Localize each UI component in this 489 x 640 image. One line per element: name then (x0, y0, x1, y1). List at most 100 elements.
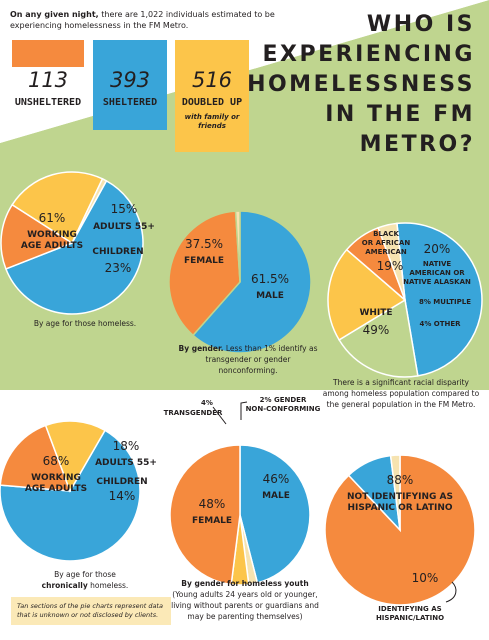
caption-chronic-bold: chronically (41, 581, 88, 590)
pie-3-slice-3 (327, 248, 407, 341)
pie-chart-3 (327, 222, 483, 378)
doubled-up-sub: with family or friends (184, 113, 240, 130)
pie-4-slice-2-name-label: ADULTS 55+ (95, 458, 157, 468)
pie-1-slice-1 (4, 179, 144, 315)
pie-4-slice-1 (0, 429, 141, 562)
tan-note: Tan sections of the pie charts represent… (11, 597, 171, 625)
pie-chart-2 (168, 210, 312, 354)
pie-4-slice-3-value-label: 14% (109, 489, 136, 503)
pie-6-hispanic-leader (445, 581, 457, 603)
intro-rest: there are 1,022 individuals estimated to… (10, 10, 275, 30)
pie-3-slice-4-label: 8% MULTIPLE (419, 298, 471, 306)
pie-5-slice-2 (169, 444, 241, 586)
pie-3-slice-3-value-label: 20% (424, 242, 451, 256)
pie-1-slice-1-name-label: AGE ADULTS (21, 241, 83, 251)
pie-5-slice-4-label-top: 2% GENDER (260, 396, 307, 404)
pie-3-slice-1-name-label: WHITE (359, 308, 392, 318)
pie-1-slice-2-value-label: 15% (111, 202, 138, 216)
caption-chronic-post: homeless. (90, 581, 129, 590)
pie-3-slice-3-name-label: NATIVE (423, 260, 452, 268)
pie-chart-5 (169, 444, 311, 586)
pie-1-slice-4 (71, 177, 108, 244)
pie-1-slice-1-value-label: 61% (39, 211, 66, 225)
pie-6-slice-3 (389, 454, 401, 531)
caption-youth-bold: By gender for homeless youth (181, 579, 309, 588)
pie-4-slice-3-name-label: CHILDREN (96, 477, 147, 487)
pie-3-slice-3-name-label: NATIVE ALASKAN (403, 278, 471, 286)
pie-chart-6 (324, 454, 476, 606)
unsheltered-value: 113 (27, 68, 69, 92)
pie-1-slice-2 (0, 203, 74, 270)
pie-3-slice-2-name-label: OR AFRICAN (362, 239, 411, 247)
pie-chart-4 (0, 420, 141, 562)
pie-3-slice-2-name-label: AMERICAN (365, 248, 407, 256)
sheltered-label: SHELTERED (102, 97, 158, 108)
pie-3-slice-1-value-label: 49% (363, 323, 390, 337)
pie-2-slice-3 (234, 210, 241, 283)
pie-4-slice-3 (44, 420, 107, 493)
pie-5-slice-2-value-label: 48% (199, 497, 226, 511)
pie-4-slice-1-name-label: AGE ADULTS (25, 484, 87, 494)
pie-1-slice-1-name-label: WORKING (27, 230, 77, 240)
unsheltered-box (12, 40, 84, 67)
pie-2-slice-1-value-label: 61.5% (251, 272, 289, 286)
pie-4-slice-1-name-label: WORKING (31, 473, 81, 483)
headline-line-5: METRO? (359, 132, 475, 157)
pie-3-slice-2 (338, 298, 419, 378)
pie-5-slice-1 (239, 444, 311, 584)
pie-2-slice-2-name-label: FEMALE (184, 256, 224, 266)
caption-gender-rest: Less than 1% identify as transgender or … (205, 344, 318, 375)
pie-5-nonconforming-leader (240, 401, 248, 420)
pie-5-slice-3-name-label: TRANSGENDER (164, 409, 223, 417)
pie-3-slice-3-name-label: AMERICAN OR (409, 269, 465, 277)
pie-6-slice-1-name-label: HISPANIC OR LATINO (347, 503, 452, 513)
pie-4-slice-1-value-label: 68% (43, 454, 70, 468)
pie-2-slice-2-value-label: 37.5% (185, 237, 223, 251)
pie-5-slice-2-name-label: FEMALE (192, 516, 232, 526)
pie-1-slice-3-value-label: 23% (105, 261, 132, 275)
pie-1-slice-2-name-label: ADULTS 55+ (93, 222, 155, 232)
intro-lead: On any given night, (10, 10, 99, 19)
pie-6-slice-2-value-label: 10% (412, 571, 439, 585)
pie-2-slice-2 (168, 210, 241, 337)
headline: WHO IS EXPERIENCING HOMELESSNESS IN THE … (245, 10, 475, 160)
pie-2-slice-1 (191, 210, 312, 354)
pie-6-slice-1-value-label: 88% (387, 473, 414, 487)
pie-5-slice-3-value-label: 4% (201, 399, 213, 407)
caption-race: There is a significant racial disparity … (322, 378, 480, 409)
pie-chart-1 (0, 171, 144, 315)
doubled-up-value: 516 (191, 68, 233, 92)
caption-age: By age for those homeless. (33, 319, 137, 328)
doubled-up-label: DOUBLED UP (181, 97, 243, 108)
pie-6-slice-1-name-label: NOT IDENTIFYING AS (347, 492, 453, 502)
pie-5-slice-4-label-bottom: NON-CONFORMING (246, 405, 321, 413)
doubled-up-box: 516 (175, 40, 249, 152)
headline-line-3: HOMELESSNESS (247, 72, 475, 97)
pie-5-slice-1-name-label: MALE (262, 491, 290, 501)
sheltered-box: 393 (93, 40, 167, 130)
caption-chronic-pre: By age for those (54, 570, 116, 579)
unsheltered-label: UNSHELTERED (14, 97, 82, 108)
pie-5-transgender-leader (212, 406, 227, 425)
caption-youth-rest: (Young adults 24 years old or younger, l… (171, 590, 319, 621)
pie-4-slice-2-value-label: 18% (113, 439, 140, 453)
headline-line-1: WHO IS (366, 12, 475, 37)
headline-line-4: IN THE FM (325, 102, 475, 127)
pie-3-slice-2-name-label: BLACK (373, 230, 399, 238)
pie-2-slice-1-name-label: MALE (256, 291, 284, 301)
pie-3-slice-5-label: 4% OTHER (419, 320, 461, 328)
pie-6-slice-2-name-label-bottom: HISPANIC/LATINO (376, 614, 444, 622)
caption-youth: By gender for homeless youth (Young adul… (170, 578, 320, 622)
sheltered-value: 393 (109, 68, 151, 92)
intro-text: On any given night, there are 1,022 indi… (10, 9, 275, 31)
pie-3-slice-1 (396, 222, 483, 377)
caption-gender-bold: By gender. (178, 344, 224, 353)
pie-3-slice-5 (377, 222, 406, 301)
pie-4-slice-2 (0, 424, 72, 492)
pie-3-slice-2-value-label: 19% (377, 259, 404, 273)
caption-gender: By gender. Less than 1% identify as tran… (178, 343, 318, 376)
caption-chronic: By age for those chronically homeless. (20, 569, 150, 591)
pie-1-slice-3-name-label: CHILDREN (92, 247, 143, 257)
unsheltered-value-wrap: 113 (12, 68, 84, 92)
